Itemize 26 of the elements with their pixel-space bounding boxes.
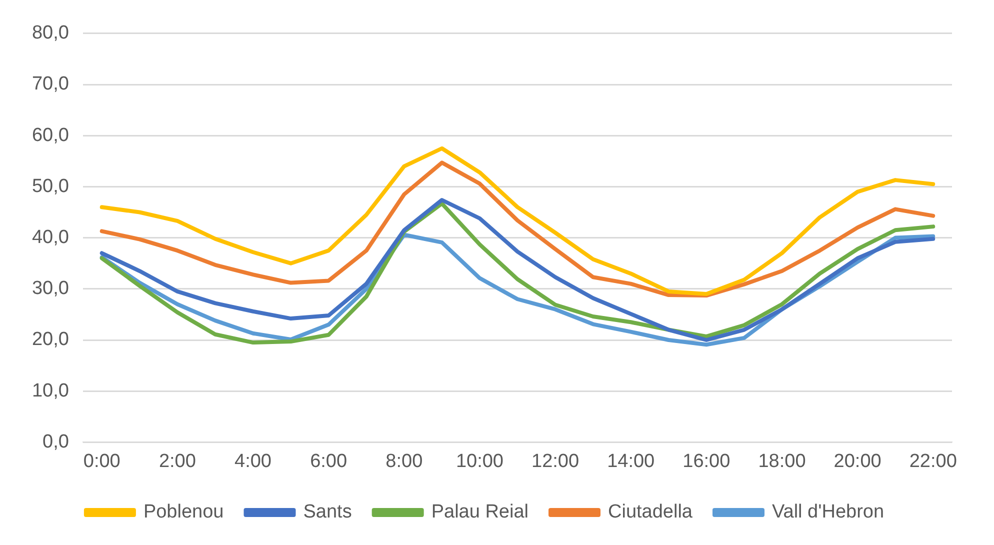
legend-label: Ciutadella [608, 502, 693, 523]
y-tick-label: 30,0 [32, 278, 69, 300]
x-tick-label: 10:00 [456, 450, 504, 472]
y-tick-label: 10,0 [32, 380, 69, 402]
y-tick-label: 80,0 [32, 22, 69, 44]
x-tick-label: 18:00 [758, 450, 806, 472]
x-tick-label: 20:00 [834, 450, 882, 472]
legend-label: Sants [303, 502, 352, 523]
y-tick-label: 0,0 [42, 431, 69, 452]
x-tick-label: 12:00 [532, 450, 580, 472]
y-tick-label: 20,0 [32, 329, 69, 350]
x-tick-label: 22:00 [909, 450, 957, 472]
legend-label: Vall d'Hebron [772, 502, 884, 523]
x-tick-label: 16:00 [682, 450, 730, 472]
legend-label: Palau Reial [431, 502, 528, 523]
y-tick-label: 60,0 [32, 124, 69, 146]
y-tick-label: 70,0 [32, 74, 69, 95]
x-tick-label: 6:00 [310, 450, 348, 472]
x-tick-label: 14:00 [607, 450, 655, 472]
x-tick-label: 0:00 [83, 450, 120, 472]
y-tick-label: 50,0 [32, 176, 69, 197]
x-tick-label: 8:00 [386, 450, 423, 472]
y-tick-label: 40,0 [32, 227, 69, 248]
legend-label: Poblenou [143, 502, 224, 523]
x-tick-label: 2:00 [158, 450, 196, 472]
x-tick-label: 4:00 [234, 450, 272, 472]
